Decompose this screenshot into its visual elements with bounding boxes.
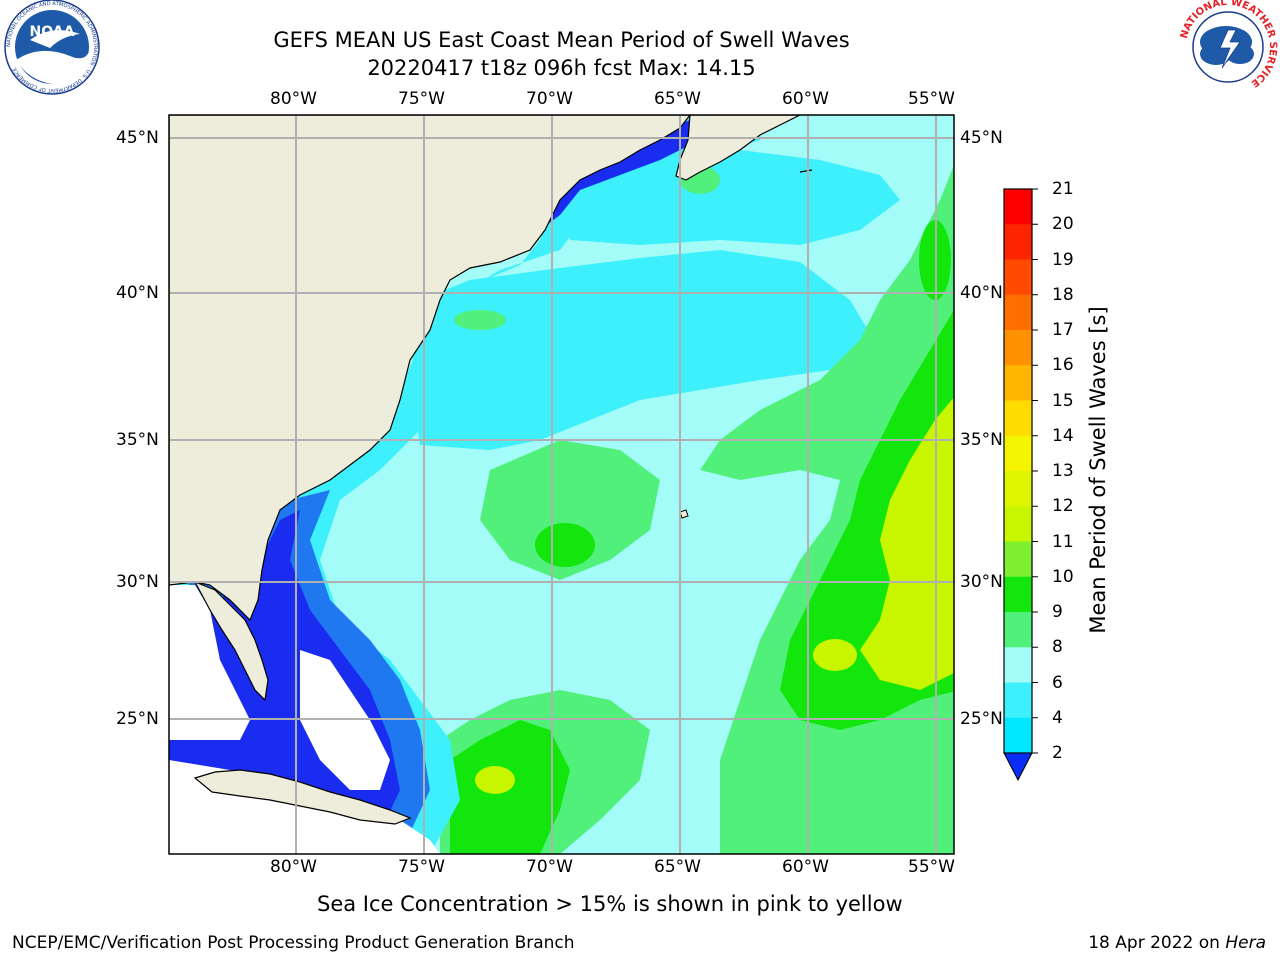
lon-tick-top-60: 60°W <box>782 89 829 109</box>
colorbar-segments <box>1004 189 1032 754</box>
colorbar-tick-label: 21 <box>1052 179 1074 199</box>
bright-green-central <box>535 523 595 567</box>
colorbar-segment <box>1004 330 1032 366</box>
colorbar-segment <box>1004 717 1032 754</box>
noaa-text: NOAA <box>30 24 75 40</box>
land-north-america <box>169 115 691 622</box>
noaa-logo: NOAA NATIONAL OCEANIC AND ATMOSPHERIC AD… <box>4 0 100 95</box>
green-central-region <box>480 440 660 580</box>
colorbar-tick-label: 8 <box>1052 637 1063 658</box>
yellow-green-east <box>860 397 954 690</box>
lat-tick-left-35: 35°N <box>116 430 159 450</box>
lat-tick-left-25: 25°N <box>116 709 159 729</box>
yellow-green-south <box>475 766 515 794</box>
lon-tick-bottom-60: 60°W <box>782 857 829 877</box>
nws-logo: NATIONAL WEATHER SERVICE <box>1179 0 1278 94</box>
map-gridlines <box>169 115 954 854</box>
colorbar-segment <box>1004 294 1032 331</box>
green-blob-mid <box>454 310 506 330</box>
land-nova-scotia <box>675 115 801 181</box>
colorbar-segment <box>1004 647 1032 683</box>
colorbar-tick-label: 4 <box>1052 707 1063 728</box>
colorbar-tick-label: 15 <box>1052 390 1074 411</box>
yellow-green-patch <box>813 639 857 671</box>
colorbar-tick-label: 9 <box>1052 602 1063 622</box>
lon-tick-bottom-75: 75°W <box>398 857 445 877</box>
colorbar-segment <box>1004 506 1032 542</box>
colorbar-segment <box>1004 435 1032 472</box>
colorbar-segment <box>1004 612 1032 648</box>
colorbar-tick-label: 17 <box>1052 320 1074 340</box>
chart-title: GEFS MEAN US East Coast Mean Period of S… <box>273 28 850 52</box>
colorbar-tick-label: 10 <box>1052 566 1074 587</box>
coast-island-2 <box>799 169 813 173</box>
colorbar-tick-marks <box>1032 188 1038 754</box>
colorbar-tick-label: 19 <box>1052 249 1074 270</box>
colorbar-label: Mean Period of Swell Waves [s] <box>1086 306 1110 634</box>
colorbar-tick-label: 20 <box>1052 214 1074 235</box>
sea-ice-caption: Sea Ice Concentration > 15% is shown in … <box>317 892 903 916</box>
lat-tick-right-45: 45°N <box>960 128 1003 148</box>
colorbar-tick-label: 18 <box>1052 284 1074 305</box>
footer-date-text: 18 Apr 2022 on <box>1088 933 1226 953</box>
colorbar-segment <box>1004 259 1032 296</box>
lon-tick-bottom-70: 70°W <box>526 857 573 877</box>
no-data-gulf <box>169 585 250 740</box>
footer-credit: NCEP/EMC/Verification Post Processing Pr… <box>12 933 575 953</box>
lat-tick-left-40: 40°N <box>116 283 159 303</box>
land-cuba <box>193 769 412 825</box>
colorbar-segment <box>1004 576 1032 613</box>
lon-tick-top-55: 55°W <box>908 89 955 109</box>
lat-tick-right-35: 35°N <box>960 430 1003 450</box>
lon-tick-bottom-55: 55°W <box>908 857 955 877</box>
coastal-darkblue-north <box>540 120 700 230</box>
coast-island-1 <box>679 509 689 519</box>
lon-tick-top-65: 65°W <box>654 89 701 109</box>
lon-tick-top-80: 80°W <box>270 89 317 109</box>
colorbar-tick-label: 13 <box>1052 461 1074 481</box>
colorbar-tick-label: 16 <box>1052 355 1074 376</box>
colorbar-tick-label: 6 <box>1052 672 1063 693</box>
lat-tick-left-45: 45°N <box>116 128 159 148</box>
lat-tick-right-40: 40°N <box>960 283 1003 303</box>
colorbar-segment <box>1004 189 1032 225</box>
colorbar-tick-label: 11 <box>1052 531 1074 552</box>
chart-subtitle: 20220417 t18z 096h fcst Max: 14.15 <box>367 56 756 80</box>
lon-tick-top-75: 75°W <box>398 89 445 109</box>
lat-tick-left-30: 30°N <box>116 572 159 592</box>
lat-tick-right-30: 30°N <box>960 572 1003 592</box>
colorbar-tick-label: 12 <box>1052 496 1074 517</box>
lat-tick-right-25: 25°N <box>960 709 1003 729</box>
footer-host: Hera <box>1225 933 1266 953</box>
colorbar-segment <box>1004 682 1032 719</box>
lon-tick-top-70: 70°W <box>526 89 573 109</box>
lon-tick-bottom-65: 65°W <box>654 857 701 877</box>
footer-date: 18 Apr 2022 on Hera <box>1088 933 1266 953</box>
cyan-region <box>410 250 880 450</box>
colorbar-segment <box>1004 541 1032 578</box>
colorbar-tick-label: 2 <box>1052 743 1063 763</box>
lon-tick-bottom-80: 80°W <box>270 857 317 877</box>
colorbar-tick-label: 14 <box>1052 425 1074 446</box>
colorbar-segment <box>1004 471 1032 507</box>
colorbar-extend-arrow <box>1003 752 1033 782</box>
map-frame <box>168 114 955 855</box>
colorbar-segment <box>1004 224 1032 260</box>
colorbar-segment <box>1004 365 1032 401</box>
land-florida <box>193 580 269 702</box>
colorbar-segment <box>1004 400 1032 437</box>
